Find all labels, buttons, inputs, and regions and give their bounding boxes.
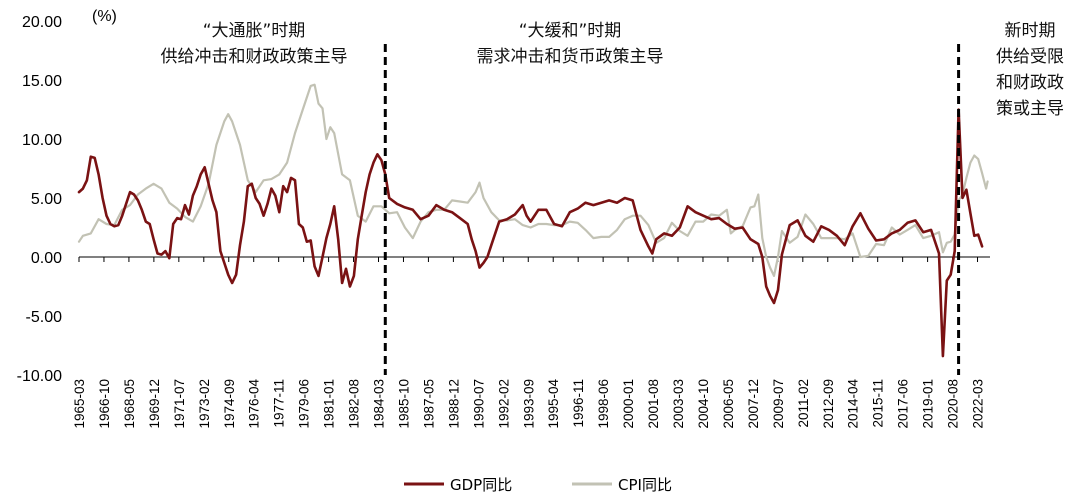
- x-tick-label: 2003-03: [671, 379, 686, 429]
- y-tick-label: 15.00: [22, 73, 62, 90]
- x-axis: 1965-03 1966-10 1968-05 1969-12 1971-07 1973-…: [72, 256, 990, 429]
- x-tick-label: 1979-06: [297, 379, 312, 429]
- x-tick-label: 1990-07: [471, 379, 486, 429]
- x-tick-label: 1998-06: [596, 379, 611, 429]
- x-tick-label: 1984-03: [372, 379, 387, 429]
- x-tick-label: 2001-08: [646, 379, 661, 429]
- x-tick-label: 2017-06: [896, 379, 911, 429]
- series-layer: [77, 83, 989, 358]
- annotation-inflation-title: “大通胀”时期: [203, 21, 306, 41]
- x-tick-label: 1996-11: [571, 379, 586, 428]
- y-tick-label: 5.00: [31, 191, 62, 208]
- divider-layer: [383, 44, 961, 375]
- x-tick-label: 1992-02: [496, 379, 511, 429]
- x-tick-label: 2000-01: [621, 379, 636, 429]
- x-tick-label: 1981-01: [322, 379, 337, 429]
- x-tick-label: 1973-02: [197, 379, 212, 429]
- y-unit-label: (%): [92, 8, 117, 25]
- annotation-inflation-subtitle: 供给冲击和财政政策主导: [161, 47, 348, 67]
- annotation-moderation: “大缓和”时期 需求冲击和货币政策主导: [477, 21, 664, 67]
- x-tick-label: 1966-10: [97, 379, 112, 429]
- x-tick-label: 1982-08: [347, 379, 362, 429]
- x-tick-label: 1985-10: [396, 379, 411, 429]
- annotation-new-era-line1: 新时期: [1005, 21, 1056, 41]
- x-tick-label: 2011-02: [796, 379, 811, 428]
- x-tick-label: 1974-09: [222, 379, 237, 429]
- annotation-new-era-line3: 和财政政: [996, 73, 1064, 93]
- annotation-new-era-line2: 供给受限: [996, 47, 1064, 67]
- legend: GDP同比 CPI同比: [404, 476, 672, 494]
- annotation-new-era-line4: 策或主导: [996, 99, 1064, 119]
- annotation-moderation-subtitle: 需求冲击和货币政策主导: [477, 47, 664, 67]
- y-tick-label: 0.00: [31, 250, 62, 267]
- x-tick-label: 2004-10: [696, 379, 711, 429]
- x-tick-label: 1976-04: [247, 379, 262, 429]
- y-tick-label: 10.00: [22, 132, 62, 149]
- x-tick-label: 1995-04: [546, 379, 561, 429]
- x-tick-label: 2006-05: [721, 379, 736, 429]
- y-tick-label: -5.00: [26, 309, 63, 326]
- y-tick-label: 20.00: [22, 14, 62, 31]
- y-axis: 20.00 15.00 10.00 5.00 0.00 -5.00 -10.00: [17, 14, 62, 385]
- legend-label-gdp: GDP同比: [450, 476, 512, 494]
- x-tick-label: 1988-12: [446, 379, 461, 429]
- gdp-series-line: [77, 108, 984, 358]
- x-tick-label: 1968-05: [122, 379, 137, 429]
- annotation-inflation: “大通胀”时期 供给冲击和财政政策主导: [161, 21, 348, 67]
- y-tick-label: -10.00: [17, 368, 62, 385]
- legend-label-cpi: CPI同比: [618, 476, 672, 494]
- x-tick-label: 2009-07: [771, 379, 786, 429]
- x-tick-label: 1977-11: [272, 379, 287, 428]
- annotation-new-era: 新时期 供给受限 和财政政 策或主导: [996, 21, 1064, 119]
- x-tick-label: 2019-01: [921, 379, 936, 429]
- x-tick-label: 2020-08: [946, 379, 961, 429]
- x-tick-label: 2014-04: [846, 379, 861, 429]
- x-tick-label: 1993-09: [521, 379, 536, 429]
- x-tick-label: 2007-12: [746, 379, 761, 429]
- cpi-series-line: [77, 83, 989, 277]
- x-tick-label: 1987-05: [421, 379, 436, 429]
- x-tick-label: 2015-11: [871, 379, 886, 428]
- x-tick-label: 1971-07: [172, 379, 187, 429]
- x-tick-label: 2012-09: [821, 379, 836, 429]
- x-tick-label: 2022-03: [971, 379, 986, 429]
- annotation-moderation-title: “大缓和”时期: [519, 21, 622, 41]
- x-tick-label: 1969-12: [147, 379, 162, 429]
- x-tick-label: 1965-03: [72, 379, 87, 429]
